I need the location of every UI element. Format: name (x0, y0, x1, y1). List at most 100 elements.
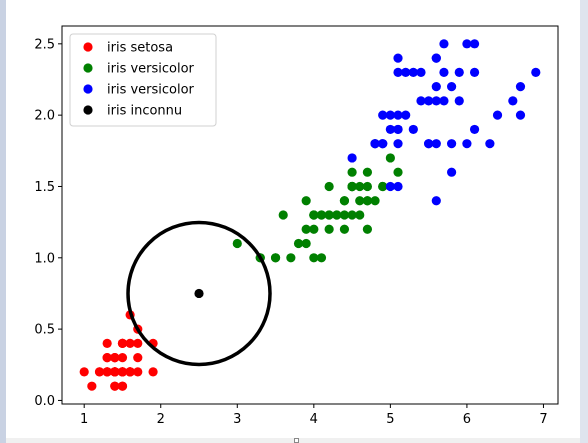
legend-box (69, 33, 217, 127)
series-2-point-6 (347, 153, 357, 163)
series-1-point-49 (316, 210, 327, 220)
series-2-point-39 (416, 96, 426, 106)
series-2-point-3 (431, 139, 441, 149)
x-axis-ticks: 1 2 3 4 5 6 7 (80, 404, 548, 427)
series-0-point-32 (117, 381, 128, 391)
y-tick-label-1: 0.5 (34, 323, 55, 338)
series-2-point-49 (393, 139, 403, 149)
series-2-point-37 (424, 139, 434, 149)
series-0-point-13 (87, 381, 97, 391)
series-1-point-23 (362, 224, 373, 234)
series-1-point-8 (355, 210, 365, 220)
x-tick-label-0: 1 (80, 412, 88, 427)
series-0-point-26 (125, 338, 135, 348)
legend-marker-3 (83, 105, 93, 115)
series-2-point-41 (393, 67, 403, 77)
series-1-point-42 (309, 224, 319, 234)
window-bottom-edge (6, 438, 580, 443)
series-2-point-12 (424, 96, 434, 106)
circle-layer (126, 220, 272, 367)
series-1-point-39 (309, 210, 319, 220)
series-2-point-42 (393, 124, 403, 135)
x-tick-label-2: 3 (233, 412, 241, 427)
series-0-point-35 (94, 367, 105, 377)
series-1-point-48 (232, 238, 242, 249)
x-tick-label-6: 7 (539, 412, 547, 427)
series-2-point-40 (431, 53, 441, 63)
series-1-point-12 (309, 253, 319, 263)
series-2-point-35 (469, 67, 480, 77)
series-0-point-46 (125, 367, 135, 377)
series-1-point-17 (316, 253, 327, 263)
series-2-point-22 (515, 110, 526, 120)
series-2-point-25 (462, 139, 472, 149)
series-1-point-19 (301, 238, 311, 249)
series-1-point-27 (385, 153, 395, 163)
series-1-point-9 (301, 196, 311, 206)
series-0-point-42 (102, 367, 112, 377)
series-2-point-18 (531, 67, 541, 77)
series-2-point-27 (378, 139, 388, 149)
x-tick-label-4: 5 (386, 412, 394, 427)
series-2-point-32 (431, 82, 441, 92)
series-2-point-10 (393, 110, 403, 120)
series-1-point-33 (393, 167, 403, 177)
series-2-point-2 (454, 96, 464, 106)
series-0-point-22 (79, 367, 89, 377)
neighborhood-circle (126, 220, 272, 367)
plot-frame (61, 25, 559, 405)
y-tick-label-3: 1.5 (34, 180, 55, 195)
series-1-point-47 (332, 210, 342, 220)
series-2-point-5 (508, 96, 518, 106)
series-2-point-21 (378, 110, 388, 120)
series-2-point-29 (447, 167, 457, 177)
series-0-point-45 (110, 353, 120, 363)
series-1-point-30 (293, 238, 304, 249)
series-2-point-43 (454, 67, 464, 77)
series-2-point-0 (462, 39, 472, 49)
series-1-point-36 (362, 181, 373, 192)
series-2-point-48 (416, 67, 426, 77)
series-2-point-19 (385, 181, 395, 192)
y-tick-label-2: 1.0 (34, 251, 55, 266)
resize-handle[interactable] (294, 438, 299, 443)
series-2-point-34 (431, 196, 441, 206)
series-1-point-35 (347, 167, 357, 177)
series-0-point-5 (133, 338, 143, 348)
series-1-point-45 (324, 224, 334, 234)
series-2-point-13 (385, 110, 395, 120)
series-0-point-31 (117, 338, 128, 348)
series-2-point-7 (485, 139, 495, 149)
legend-marker-1 (83, 63, 93, 73)
series-1-point-40 (339, 224, 350, 234)
series-1-point-41 (355, 196, 365, 206)
series-1-point-22 (378, 181, 388, 192)
series-0-point-48 (117, 367, 128, 377)
series-1-point-11 (324, 181, 334, 192)
x-tick-label-5: 6 (463, 412, 471, 427)
series-2-point-33 (393, 181, 403, 192)
series-2-point-45 (401, 67, 411, 77)
legend-label-2: iris versicolor (107, 83, 195, 98)
series-1-point-26 (370, 196, 380, 206)
series-0-point-20 (133, 367, 143, 377)
series-2-point-38 (370, 139, 380, 149)
legend: iris setosa iris versicolor iris versicolo… (69, 33, 217, 127)
series-0-point-16 (102, 338, 112, 348)
series-3-point-0 (194, 288, 204, 299)
series-1-point-13 (362, 196, 373, 206)
series-2-point-17 (515, 82, 526, 92)
series-1-point-4 (355, 181, 365, 192)
legend-label-1: iris versicolor (107, 62, 195, 77)
legend-marker-0 (83, 42, 93, 52)
series-2-point-46 (385, 124, 395, 135)
series-1-point-25 (339, 196, 350, 206)
series-2-point-30 (469, 124, 480, 135)
series-1-point-29 (270, 253, 281, 263)
series-1-point-31 (286, 253, 296, 263)
series-2-point-20 (439, 67, 449, 77)
series-1-point-46 (324, 210, 334, 220)
series-1-point-14 (278, 210, 288, 220)
series-2-point-9 (469, 39, 480, 49)
